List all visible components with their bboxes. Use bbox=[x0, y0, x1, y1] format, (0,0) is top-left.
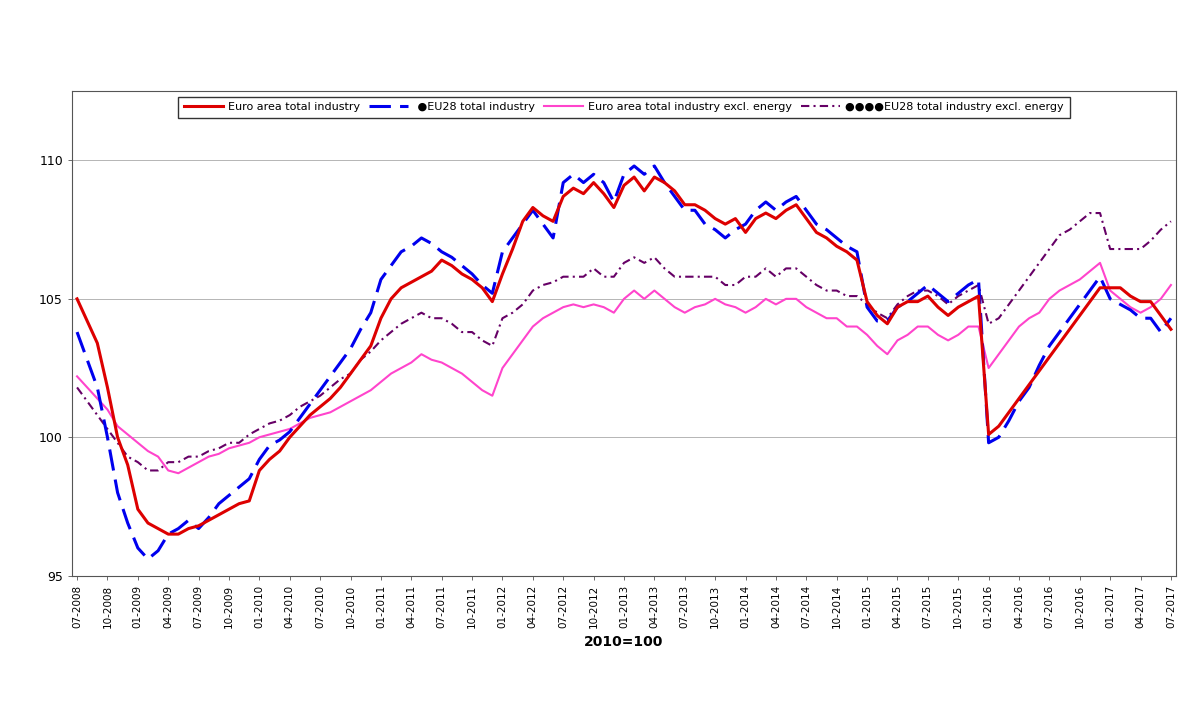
Legend: Euro area total industry,  ●EU28 total industry, Euro area total industry excl. : Euro area total industry, ●EU28 total in… bbox=[179, 97, 1069, 118]
X-axis label: 2010=100: 2010=100 bbox=[584, 635, 664, 649]
